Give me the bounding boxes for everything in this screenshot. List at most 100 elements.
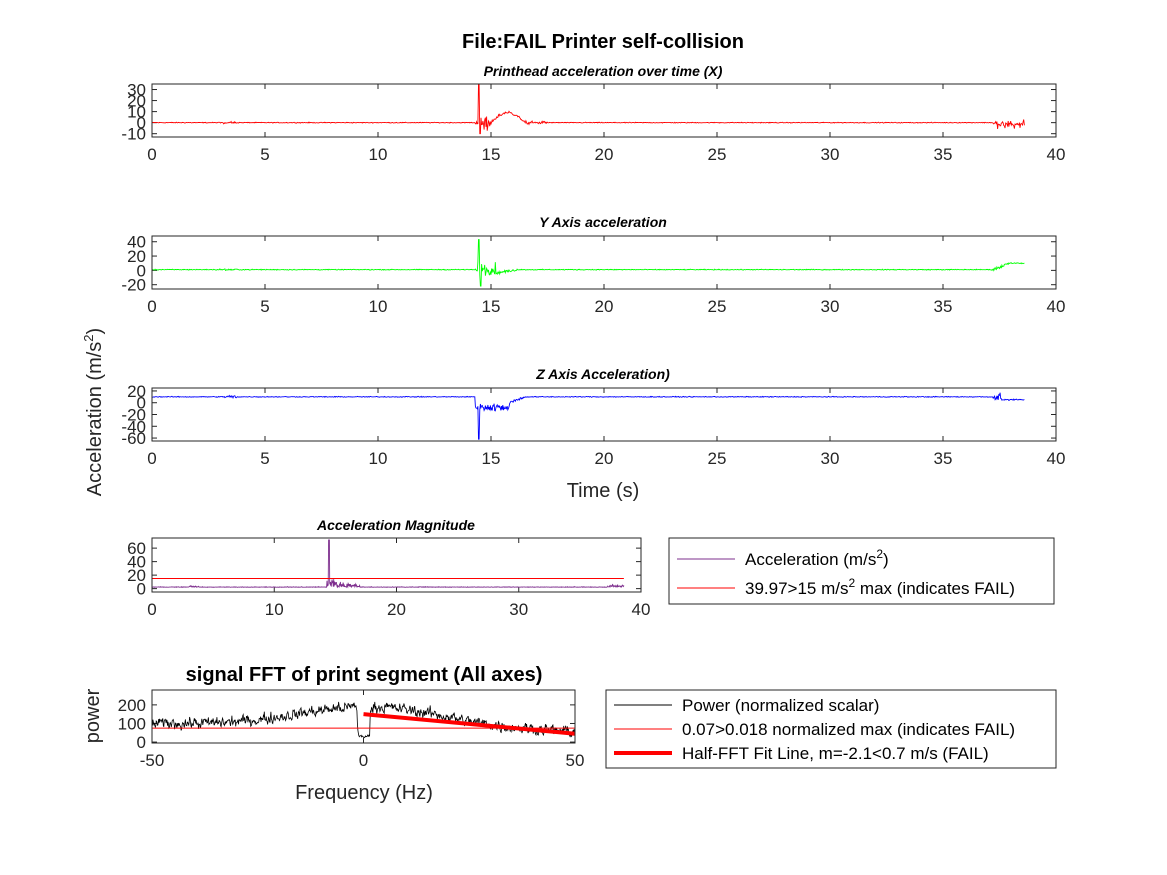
y-axis-label: power xyxy=(82,688,104,743)
x-tick-label: 50 xyxy=(566,751,585,770)
x-tick-label: 20 xyxy=(595,145,614,164)
x-axis: 0 10 20 30 40 xyxy=(147,538,650,619)
chart-title: signal FFT of print segment (All axes) xyxy=(186,664,543,686)
chart-title: Acceleration Magnitude xyxy=(316,517,475,533)
y-tick-label: 20 xyxy=(127,382,146,401)
x-tick-label: 10 xyxy=(369,297,388,316)
y-tick-label: 0 xyxy=(137,733,146,752)
chart-title: Printhead acceleration over time (X) xyxy=(484,63,723,79)
x-axis: 0 5 10 15 20 25 30 35 40 xyxy=(147,84,1065,164)
legend-label-threshold: 0.07>0.018 normalized max (indicates FAI… xyxy=(682,720,1015,739)
series-line-acceleration xyxy=(151,539,625,589)
series-line xyxy=(151,392,1025,440)
x-tick-label: 15 xyxy=(482,145,501,164)
x-tick-label: 40 xyxy=(632,600,651,619)
plot-frame xyxy=(151,537,642,593)
x-axis: -50 0 50 xyxy=(140,690,585,770)
chart-x-acceleration: Printhead acceleration over time (X) 0 5 1… xyxy=(121,63,1065,164)
x-tick-label: 30 xyxy=(509,600,528,619)
shared-ylabel: Acceleration (m/s2) xyxy=(81,328,106,496)
figure-title: File:FAIL Printer self-collision xyxy=(462,31,744,53)
x-tick-label: 35 xyxy=(934,297,953,316)
y-tick-label: 20 xyxy=(127,92,146,111)
y-tick-label: -20 xyxy=(121,406,146,425)
y-tick-label: -40 xyxy=(121,417,146,436)
plot-area xyxy=(152,690,575,743)
plot-area xyxy=(152,236,1056,289)
x-tick-label: 30 xyxy=(821,449,840,468)
chart-y-acceleration: Y Axis acceleration 0 5 10 15 20 25 30 35 40 -200… xyxy=(121,214,1065,316)
plot-frame xyxy=(151,83,1057,138)
series-line-power xyxy=(151,701,576,739)
x-tick-label: 25 xyxy=(708,145,727,164)
x-axis-label: Time (s) xyxy=(567,480,640,502)
legend-label-acceleration: Acceleration (m/s2) xyxy=(745,547,889,569)
y-tick-label: 200 xyxy=(118,696,146,715)
chart-title: Z Axis Acceleration) xyxy=(535,366,670,382)
x-tick-label: 10 xyxy=(369,145,388,164)
legend-label-power: Power (normalized scalar) xyxy=(682,696,879,715)
x-tick-label: 5 xyxy=(260,449,269,468)
plot-area xyxy=(152,538,641,592)
x-tick-label: 0 xyxy=(147,600,156,619)
y-tick-label: 0 xyxy=(137,580,146,599)
x-axis: 0 5 10 15 20 25 30 35 40 xyxy=(147,236,1065,316)
chart-fft: signal FFT of print segment (All axes) F… xyxy=(82,664,584,804)
x-tick-label: 20 xyxy=(595,297,614,316)
y-tick-label: 20 xyxy=(127,566,146,585)
x-tick-label: 15 xyxy=(482,297,501,316)
x-tick-label: 20 xyxy=(387,600,406,619)
x-tick-label: 30 xyxy=(821,145,840,164)
x-tick-label: -50 xyxy=(140,751,165,770)
x-tick-label: 35 xyxy=(934,449,953,468)
y-tick-label: 10 xyxy=(127,103,146,122)
y-tick-label: 0 xyxy=(137,394,146,413)
y-tick-label: -20 xyxy=(121,276,146,295)
y-tick-label: -60 xyxy=(121,429,146,448)
x-tick-label: 25 xyxy=(708,449,727,468)
x-tick-label: 0 xyxy=(147,449,156,468)
legend-box xyxy=(605,689,1057,769)
legend-label-threshold: 39.97>15 m/s2 max (indicates FAIL) xyxy=(745,576,1015,598)
plot-area xyxy=(152,84,1056,137)
x-axis-label: Frequency (Hz) xyxy=(295,782,433,804)
plot-frame xyxy=(151,387,1057,442)
x-tick-label: 5 xyxy=(260,145,269,164)
series-line-fit xyxy=(363,712,576,736)
chart-title: Y Axis acceleration xyxy=(539,214,667,230)
x-tick-label: 35 xyxy=(934,145,953,164)
x-tick-label: 15 xyxy=(482,449,501,468)
chart-z-acceleration: Z Axis Acceleration) Time (s) 0 5 10 15 20 25… xyxy=(121,366,1065,502)
x-tick-label: 40 xyxy=(1047,297,1066,316)
plot-frame xyxy=(151,689,576,744)
x-tick-label: 5 xyxy=(260,297,269,316)
y-tick-label: 0 xyxy=(137,261,146,280)
legend-magnitude: Acceleration (m/s2) 39.97>15 m/s2 max (i… xyxy=(668,537,1055,605)
y-tick-label: -10 xyxy=(121,125,146,144)
x-tick-label: 40 xyxy=(1047,449,1066,468)
x-tick-label: 25 xyxy=(708,297,727,316)
y-tick-label: 100 xyxy=(118,714,146,733)
x-tick-label: 0 xyxy=(359,751,368,770)
series-line xyxy=(151,239,1025,287)
series-line xyxy=(151,83,1025,135)
legend-label-fit-line: Half-FFT Fit Line, m=-2.1<0.7 m/s (FAIL) xyxy=(682,744,989,763)
x-tick-label: 40 xyxy=(1047,145,1066,164)
x-tick-label: 30 xyxy=(821,297,840,316)
x-tick-label: 10 xyxy=(369,449,388,468)
legend-box xyxy=(668,537,1055,605)
x-tick-label: 0 xyxy=(147,145,156,164)
y-tick-label: 40 xyxy=(127,553,146,572)
plot-frame xyxy=(151,235,1057,290)
x-tick-label: 10 xyxy=(265,600,284,619)
plot-area xyxy=(152,388,1056,441)
y-tick-label: 60 xyxy=(127,539,146,558)
